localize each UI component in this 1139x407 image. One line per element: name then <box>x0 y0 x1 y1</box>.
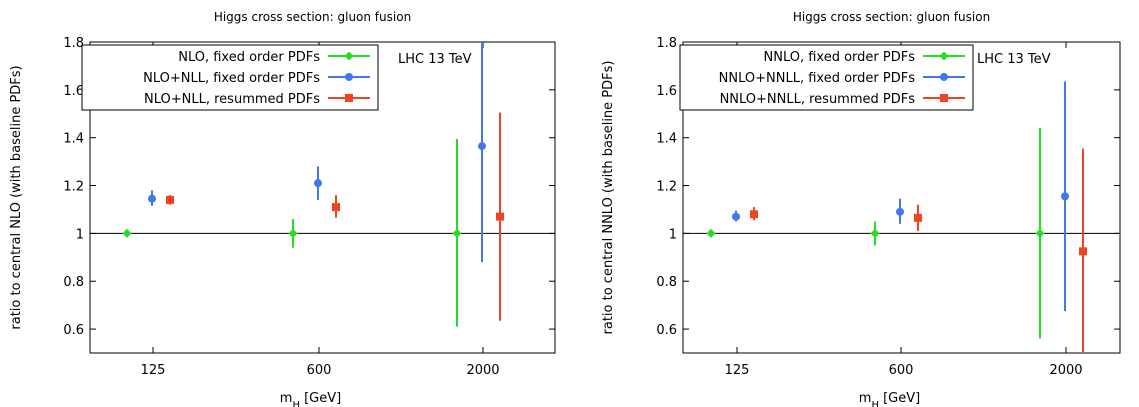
y-axis-label: ratio to central NLO (with baseline PDFs… <box>9 65 24 329</box>
series-3 <box>750 148 1087 353</box>
series-1 <box>122 138 462 327</box>
x-tick-label: 125 <box>141 363 166 378</box>
y-tick-label: 1 <box>76 227 84 242</box>
y-tick-label: 0.8 <box>63 275 84 290</box>
data-point <box>732 212 740 221</box>
data-point <box>344 51 354 61</box>
legend-label: NLO+NLL, fixed order PDFs <box>143 71 320 86</box>
data-point <box>940 73 948 81</box>
data-point <box>939 51 949 61</box>
legend: NLO, fixed order PDFs NLO+NLL, fixed orde… <box>81 44 379 111</box>
chart-panel-2: Higgs cross section: gluon fusion 0.6 0.8 1… <box>601 10 1121 407</box>
chart-title: Higgs cross section: gluon fusion <box>214 10 411 24</box>
data-layer <box>706 81 1087 353</box>
data-point <box>148 194 156 203</box>
series-3 <box>166 112 504 321</box>
x-axis-label: mH [GeV] <box>280 391 341 407</box>
y-tick-label: 1.6 <box>63 84 84 99</box>
data-point <box>1061 192 1069 201</box>
y-tick-label: 1.4 <box>63 132 84 147</box>
data-point <box>478 142 486 151</box>
legend-label: NNLO+NNLL, fixed order PDFs <box>719 71 916 86</box>
annotation-text: LHC 13 TeV <box>977 52 1051 67</box>
y-tick-label: 1.8 <box>656 36 677 51</box>
data-point <box>1079 247 1087 256</box>
x-tick-label: 125 <box>725 363 750 378</box>
data-point <box>345 73 353 81</box>
data-point <box>122 228 132 238</box>
data-point <box>452 228 462 238</box>
annotation-text: LHC 13 TeV <box>398 52 472 67</box>
legend-label: NLO, fixed order PDFs <box>178 50 320 65</box>
y-tick-label: 0.6 <box>656 323 677 338</box>
y-tick-label: 0.8 <box>656 275 677 290</box>
data-point <box>750 210 758 219</box>
legend: NNLO, fixed order PDFs NNLO+NNLL, fixed o… <box>679 44 974 111</box>
y-tick-label: 1.8 <box>63 36 84 51</box>
data-point <box>706 228 716 238</box>
y-axis-label: ratio to central NNLO (with baseline PDF… <box>601 61 616 335</box>
y-tick-label: 1.6 <box>656 84 677 99</box>
x-tick-label: 2000 <box>1049 363 1082 378</box>
y-tick-label: 1.4 <box>656 132 677 147</box>
data-point <box>896 207 904 216</box>
legend-label: NNLO+NNLL, resummed PDFs <box>720 92 916 107</box>
data-layer <box>122 42 504 327</box>
plot-frame <box>89 41 556 354</box>
legend-label: NNLO, fixed order PDFs <box>764 50 916 65</box>
x-axis-label: mH [GeV] <box>859 391 920 407</box>
series-1 <box>706 128 1045 339</box>
y-tick-label: 1.2 <box>656 180 677 195</box>
x-tick-label: 2000 <box>466 363 499 378</box>
data-point <box>288 228 298 238</box>
data-point <box>496 212 504 221</box>
y-tick-label: 1.2 <box>63 180 84 195</box>
data-point <box>870 228 880 238</box>
x-tick-label: 600 <box>307 363 332 378</box>
x-tick-label: 600 <box>889 363 914 378</box>
series-2 <box>148 42 486 263</box>
y-tick-label: 1 <box>669 227 677 242</box>
series-2 <box>732 81 1069 312</box>
data-point <box>345 94 353 102</box>
chart-title: Higgs cross section: gluon fusion <box>793 10 990 24</box>
data-point <box>1035 228 1045 238</box>
y-tick-label: 0.6 <box>63 323 84 338</box>
data-point <box>314 179 322 188</box>
data-point <box>940 94 948 102</box>
legend-label: NLO+NLL, resummed PDFs <box>144 92 320 107</box>
data-point <box>332 203 340 212</box>
data-point <box>166 195 174 204</box>
chart-panel-1: Higgs cross section: gluon fusion 0.6 0.8 1… <box>9 10 556 407</box>
data-point <box>914 213 922 222</box>
